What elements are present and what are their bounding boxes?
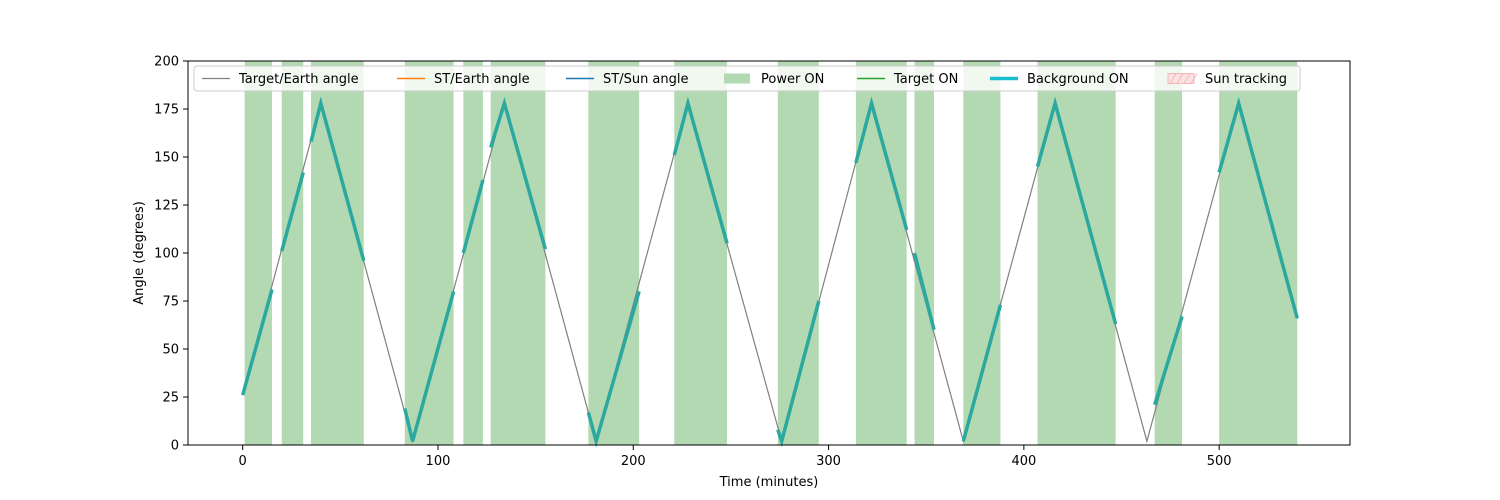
background-on-segment-0: [240, 289, 274, 396]
power-on-span-1: [281, 61, 304, 445]
legend-swatch-3: [724, 73, 750, 84]
y-tick-label-50: 50: [162, 343, 179, 358]
x-tick-label-300: 300: [816, 454, 841, 469]
x-tick-label-0: 0: [239, 454, 247, 469]
y-tick-label-0: 0: [171, 439, 179, 454]
background-on-segment-14: [1217, 96, 1299, 319]
x-tick-label-500: 500: [1207, 454, 1232, 469]
x-axis: 0 100 200 300 400 500: [239, 445, 1232, 469]
background-on-segment-9: [854, 96, 909, 231]
power-on-span-0: [244, 61, 272, 445]
background-on-segment-3: [403, 290, 456, 442]
background-on-segment-11: [961, 304, 1003, 442]
y-tick-label-150: 150: [154, 151, 179, 166]
x-tick-label-100: 100: [426, 454, 451, 469]
background-on-segment-4: [461, 179, 485, 254]
power-on-span-4: [463, 61, 483, 445]
legend-label-4: Target ON: [893, 72, 958, 87]
power-on-span-13: [1154, 61, 1183, 445]
background-on-segment-10: [912, 252, 936, 331]
background-on-segment-7: [672, 96, 729, 244]
background-on-segment-5: [489, 97, 548, 250]
y-axis-label: Angle (degrees): [132, 201, 147, 305]
power-on-span-3: [404, 61, 454, 445]
power-on-span-8: [777, 61, 819, 445]
power-on-span-6: [588, 61, 640, 445]
legend-swatch-6: [1167, 73, 1195, 84]
target-earth-angle-line: [242, 100, 1298, 444]
background-on-segment-2: [309, 96, 366, 262]
background-on-segment-6: [586, 290, 641, 448]
legend-label-2: ST/Sun angle: [603, 72, 689, 87]
x-tick-label-200: 200: [621, 454, 646, 469]
y-tick-label-100: 100: [154, 247, 179, 262]
legend-label-3: Power ON: [761, 72, 824, 87]
legend-label-5: Background ON: [1027, 72, 1129, 87]
x-tick-label-400: 400: [1011, 454, 1036, 469]
y-tick-label-200: 200: [154, 55, 179, 70]
x-axis-label: Time (minutes): [719, 475, 819, 490]
legend-label-1: ST/Earth angle: [434, 72, 530, 87]
legend-hatch-0: [1169, 73, 1177, 84]
y-tick-label-25: 25: [162, 391, 179, 406]
power-on-span-14: [1219, 61, 1298, 445]
legend-label-0: Target/Earth angle: [238, 72, 359, 87]
legend-hatch-1: [1176, 73, 1184, 84]
power-on-span-9: [855, 61, 907, 445]
legend-hatch-3: [1190, 73, 1198, 84]
background-on-segment-13: [1153, 315, 1184, 406]
y-tick-label-175: 175: [154, 103, 179, 118]
background-on-segment-1: [280, 171, 305, 252]
plot-area: [240, 61, 1299, 448]
power-on-span-10: [914, 61, 935, 445]
power-on-span-11: [963, 61, 1001, 445]
power-on-span-5: [490, 61, 546, 445]
background-on-segment-8: [776, 300, 821, 448]
y-tick-label-125: 125: [154, 199, 179, 214]
power-on-span-2: [311, 61, 364, 445]
legend: Target/Earth angle ST/Earth angle ST/Sun a…: [193, 65, 1301, 92]
legend-label-6: Sun tracking: [1205, 72, 1287, 87]
y-tick-label-75: 75: [162, 295, 179, 310]
background-on-segment-12: [1035, 96, 1118, 325]
legend-hatch-2: [1183, 73, 1191, 84]
y-axis: 0 25 50 75 100 125 150 175 200: [154, 55, 188, 454]
